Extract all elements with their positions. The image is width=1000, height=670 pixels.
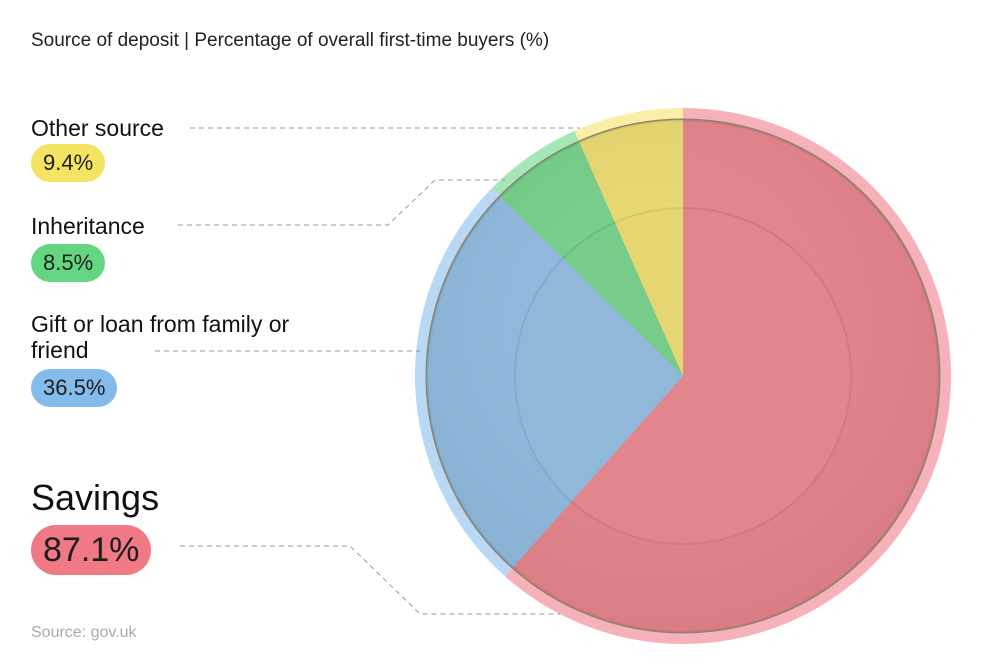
slice — [500, 141, 683, 376]
category-label: Savings — [31, 477, 160, 518]
category-label: Other source — [31, 115, 164, 141]
category-label: Gift or loan from family or friend — [31, 311, 290, 363]
source: Source: gov.uk — [31, 624, 137, 641]
slice — [513, 120, 939, 632]
slice — [579, 120, 683, 376]
value-label: 8.5% — [31, 244, 106, 282]
slice — [427, 196, 683, 568]
leader-line — [180, 545, 560, 615]
value-label: 9.4% — [31, 144, 106, 182]
leader-line — [178, 179, 505, 226]
chart-title: Source of deposit | Percentage of overal… — [31, 30, 550, 51]
value-label: 36.5% — [31, 369, 118, 407]
category-label: Inheritance — [31, 213, 145, 239]
value-label: 87.1% — [31, 525, 152, 575]
